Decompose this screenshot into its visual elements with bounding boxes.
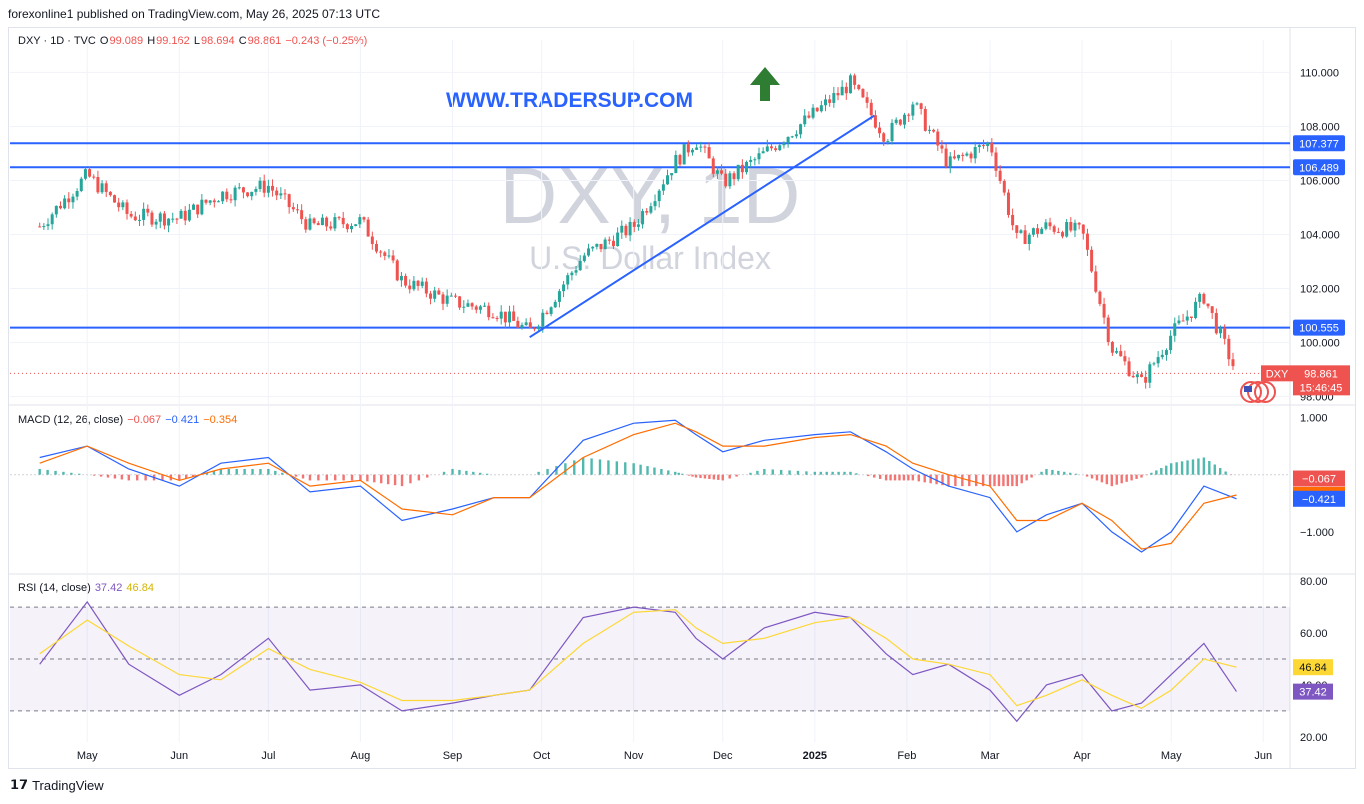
macd-hist-value: −0.067 [127, 414, 162, 426]
close-label: C [238, 35, 247, 47]
low-value: 98.694 [200, 35, 235, 47]
rsi-value: 37.42 [94, 582, 123, 594]
high-value: 99.162 [156, 35, 190, 47]
macd-legend: MACD (12, 26, close) −0.067 −0.421 −0.35… [18, 414, 238, 426]
tradersup-annotation[interactable]: WWW.TRADERSUP.COM [446, 89, 693, 112]
macd-line-value: −0.421 [165, 414, 200, 426]
open-label: O [99, 35, 109, 47]
change-value: −0.243 (−0.25%) [285, 35, 368, 47]
low-label: L [193, 35, 200, 47]
symbol-info-bar: DXY · 1D · TVC O99.089 H99.162 L98.694 C… [18, 35, 368, 47]
footer-brand-label: TradingView [32, 777, 104, 793]
rsi-legend: RSI (14, close) 37.42 46.84 [18, 582, 155, 594]
macd-label[interactable]: MACD (12, 26, close) [18, 414, 124, 426]
footer-brand[interactable]: 𝟭𝟳 TradingView [10, 777, 104, 793]
macd-signal-value: −0.354 [203, 414, 238, 426]
rsi-label[interactable]: RSI (14, close) [18, 582, 91, 594]
symbol-name[interactable]: DXY · 1D · TVC [18, 35, 96, 47]
close-value: 98.861 [247, 35, 282, 47]
published-header: forexonline1 published on TradingView.co… [8, 7, 381, 21]
tradingview-logo-icon: 𝟭𝟳 [10, 777, 29, 792]
high-label: H [147, 35, 156, 47]
chart-frame [8, 27, 1356, 769]
open-value: 99.089 [109, 35, 144, 47]
rsi-ma-value: 46.84 [126, 582, 154, 594]
